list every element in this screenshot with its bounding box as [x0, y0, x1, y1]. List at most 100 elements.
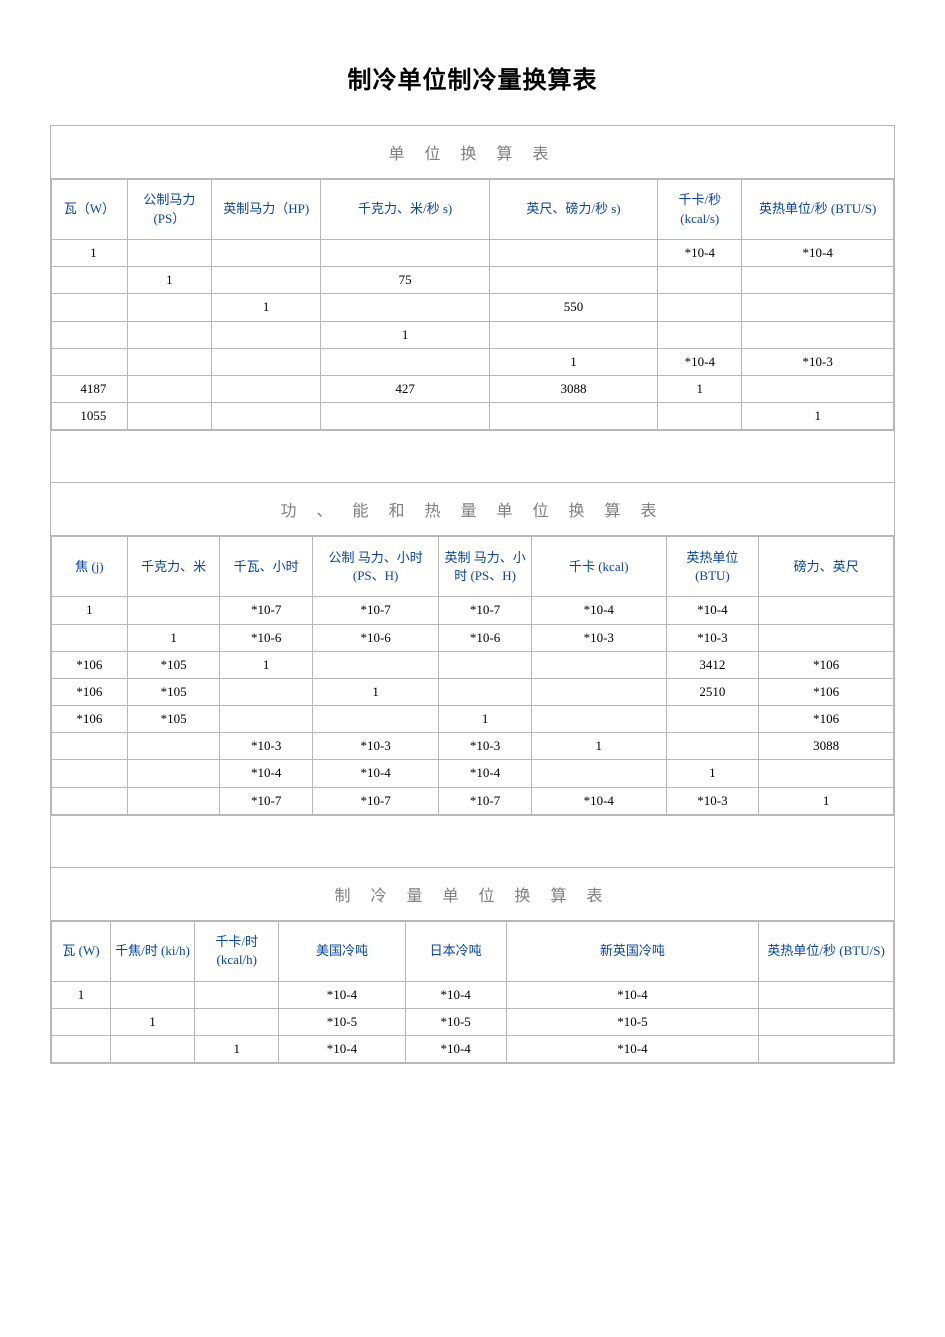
table-cell	[439, 678, 532, 705]
table-cell: 1055	[52, 403, 128, 430]
table-row: 1550	[52, 294, 894, 321]
table-cell: *10-7	[312, 597, 438, 624]
table-row: *10-7*10-7*10-7*10-4*10-31	[52, 787, 894, 814]
table-cell: *10-4	[220, 760, 313, 787]
table-cell	[52, 1036, 111, 1063]
column-header: 千卡 (kcal)	[531, 537, 666, 597]
table-cell	[439, 651, 532, 678]
table-cell	[52, 321, 128, 348]
table-cell	[759, 597, 894, 624]
table-cell: 1	[658, 375, 742, 402]
table-cell	[52, 267, 128, 294]
table-cell: 1	[312, 678, 438, 705]
table-row: *10-4*10-4*10-41	[52, 760, 894, 787]
table-cell: *10-3	[666, 787, 759, 814]
column-header: 瓦 (W)	[52, 921, 111, 981]
spacer	[51, 841, 895, 867]
table-cell: 1	[52, 981, 111, 1008]
table-cell: *10-6	[439, 624, 532, 651]
table-cell: 3088	[489, 375, 657, 402]
column-header: 英制马力（HP)	[211, 180, 320, 240]
table-cell	[666, 706, 759, 733]
table-cell: 1	[211, 294, 320, 321]
table-cell	[52, 787, 128, 814]
table-cell	[658, 321, 742, 348]
table-1: 瓦（W）公制马力 (PS）英制马力（HP)千克力、米/秒 s)英尺、磅力/秒 s…	[51, 179, 894, 430]
table-cell: *10-5	[405, 1009, 506, 1036]
table-cell	[211, 348, 320, 375]
table-cell: 1	[127, 267, 211, 294]
table-cell: *10-4	[279, 981, 405, 1008]
column-header: 新英国冷吨	[506, 921, 759, 981]
table-cell: 1	[110, 1009, 194, 1036]
page-title: 制冷单位制冷量换算表	[50, 60, 895, 95]
table-cell: 1	[742, 403, 894, 430]
spacer	[51, 431, 895, 457]
table-cell	[489, 321, 657, 348]
table-cell	[759, 624, 894, 651]
section-header-3: 制 冷 量 单 位 换 算 表	[51, 867, 895, 920]
column-header: 英热单位/秒 (BTU/S)	[759, 921, 894, 981]
table-cell	[52, 733, 128, 760]
column-header: 英热单位 (BTU)	[666, 537, 759, 597]
table-cell	[531, 678, 666, 705]
table-row: 1	[52, 321, 894, 348]
table-cell	[742, 321, 894, 348]
spacer	[51, 815, 895, 841]
table-cell: *10-7	[220, 597, 313, 624]
table-cell	[658, 267, 742, 294]
table-cell: *106	[759, 706, 894, 733]
table-cell: *106	[52, 706, 128, 733]
table-cell	[312, 706, 438, 733]
table-cell: *10-4	[658, 240, 742, 267]
table-row: 1*10-4*10-3	[52, 348, 894, 375]
table-cell	[127, 403, 211, 430]
column-header: 英制 马力、小时 (PS、H)	[439, 537, 532, 597]
table-cell	[52, 624, 128, 651]
column-header: 日本冷吨	[405, 921, 506, 981]
table-cell: 1	[759, 787, 894, 814]
table-cell	[531, 651, 666, 678]
table-row: *106*10512510*106	[52, 678, 894, 705]
table-row: *106*10513412*106	[52, 651, 894, 678]
table-cell	[211, 321, 320, 348]
table-cell	[489, 403, 657, 430]
table-cell: *10-6	[312, 624, 438, 651]
table-cell	[658, 294, 742, 321]
table-cell: *10-5	[506, 1009, 759, 1036]
table-cell: *10-4	[531, 787, 666, 814]
table-cell	[110, 1036, 194, 1063]
table-cell	[759, 1009, 894, 1036]
table-cell	[211, 267, 320, 294]
table-row: *10-3*10-3*10-313088	[52, 733, 894, 760]
table-cell: *10-3	[666, 624, 759, 651]
table-cell: 4187	[52, 375, 128, 402]
table-cell	[127, 597, 220, 624]
table-cell	[658, 403, 742, 430]
table-cell: *10-4	[312, 760, 438, 787]
table-cell: *10-3	[312, 733, 438, 760]
table-cell: 1	[220, 651, 313, 678]
table-cell	[52, 760, 128, 787]
table-cell: *10-4	[506, 981, 759, 1008]
table-cell: *10-7	[220, 787, 313, 814]
column-header: 千焦/时 (ki/h)	[110, 921, 194, 981]
table-row: 175	[52, 267, 894, 294]
table-cell	[52, 348, 128, 375]
table-cell: *10-7	[439, 787, 532, 814]
section-header-2: 功 、 能 和 热 量 单 位 换 算 表	[51, 483, 895, 536]
table-cell: *105	[127, 678, 220, 705]
column-header: 瓦（W）	[52, 180, 128, 240]
column-header: 千卡/时 (kcal/h)	[195, 921, 279, 981]
table-row: 1*10-7*10-7*10-7*10-4*10-4	[52, 597, 894, 624]
table-cell: 1	[52, 597, 128, 624]
table-cell	[211, 240, 320, 267]
column-header: 公制马力 (PS）	[127, 180, 211, 240]
table-cell	[742, 375, 894, 402]
table-cell: 3412	[666, 651, 759, 678]
table-cell: *105	[127, 651, 220, 678]
table-cell: 1	[52, 240, 128, 267]
table-cell: *10-4	[531, 597, 666, 624]
spacer	[51, 457, 895, 483]
column-header: 英尺、磅力/秒 s)	[489, 180, 657, 240]
